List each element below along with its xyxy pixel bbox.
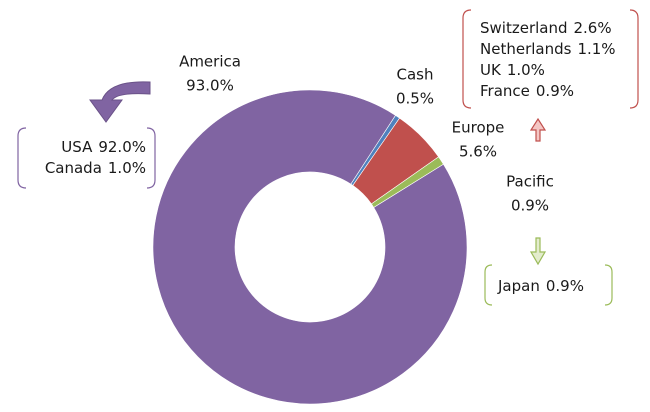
detail-row: Japan 0.9% bbox=[497, 277, 584, 295]
arrow-america bbox=[89, 81, 151, 123]
detail-row: Switzerland 2.6% bbox=[480, 19, 612, 37]
detail-value: 1.0% bbox=[108, 159, 146, 177]
arrow-europe bbox=[529, 117, 547, 142]
segment-value: 5.6% bbox=[459, 143, 497, 161]
detail-name: France bbox=[480, 82, 530, 100]
detail-name: UK bbox=[480, 61, 502, 79]
detail-value: 2.6% bbox=[574, 19, 612, 37]
bracket-pacific bbox=[484, 264, 613, 306]
segment-name: America bbox=[179, 53, 241, 71]
detail-value: 0.9% bbox=[546, 277, 584, 295]
bracket-america bbox=[17, 127, 156, 189]
detail-name: Netherlands bbox=[480, 40, 572, 58]
detail-row: France 0.9% bbox=[480, 82, 574, 100]
segment-name: Cash bbox=[397, 66, 434, 84]
detail-name: Japan bbox=[497, 277, 540, 295]
segment-value: 0.5% bbox=[396, 90, 434, 108]
segment-name: Pacific bbox=[506, 173, 554, 191]
detail-name: USA bbox=[61, 138, 93, 156]
detail-row: Canada 1.0% bbox=[45, 159, 146, 177]
detail-row: Netherlands 1.1% bbox=[480, 40, 616, 58]
detail-value: 92.0% bbox=[98, 138, 146, 156]
detail-row: UK 1.0% bbox=[480, 61, 545, 79]
segment-name: Europe bbox=[452, 119, 505, 137]
detail-name: Canada bbox=[45, 159, 102, 177]
segment-value: 93.0% bbox=[186, 77, 234, 95]
detail-value: 1.1% bbox=[577, 40, 615, 58]
detail-value: 1.0% bbox=[507, 61, 545, 79]
arrow-pacific bbox=[529, 237, 547, 266]
bracket-europe bbox=[462, 9, 639, 109]
segment-value: 0.9% bbox=[511, 197, 549, 215]
detail-name: Switzerland bbox=[480, 19, 568, 37]
donut-segment bbox=[152, 89, 468, 405]
detail-value: 0.9% bbox=[536, 82, 574, 100]
detail-row: USA 92.0% bbox=[61, 138, 146, 156]
